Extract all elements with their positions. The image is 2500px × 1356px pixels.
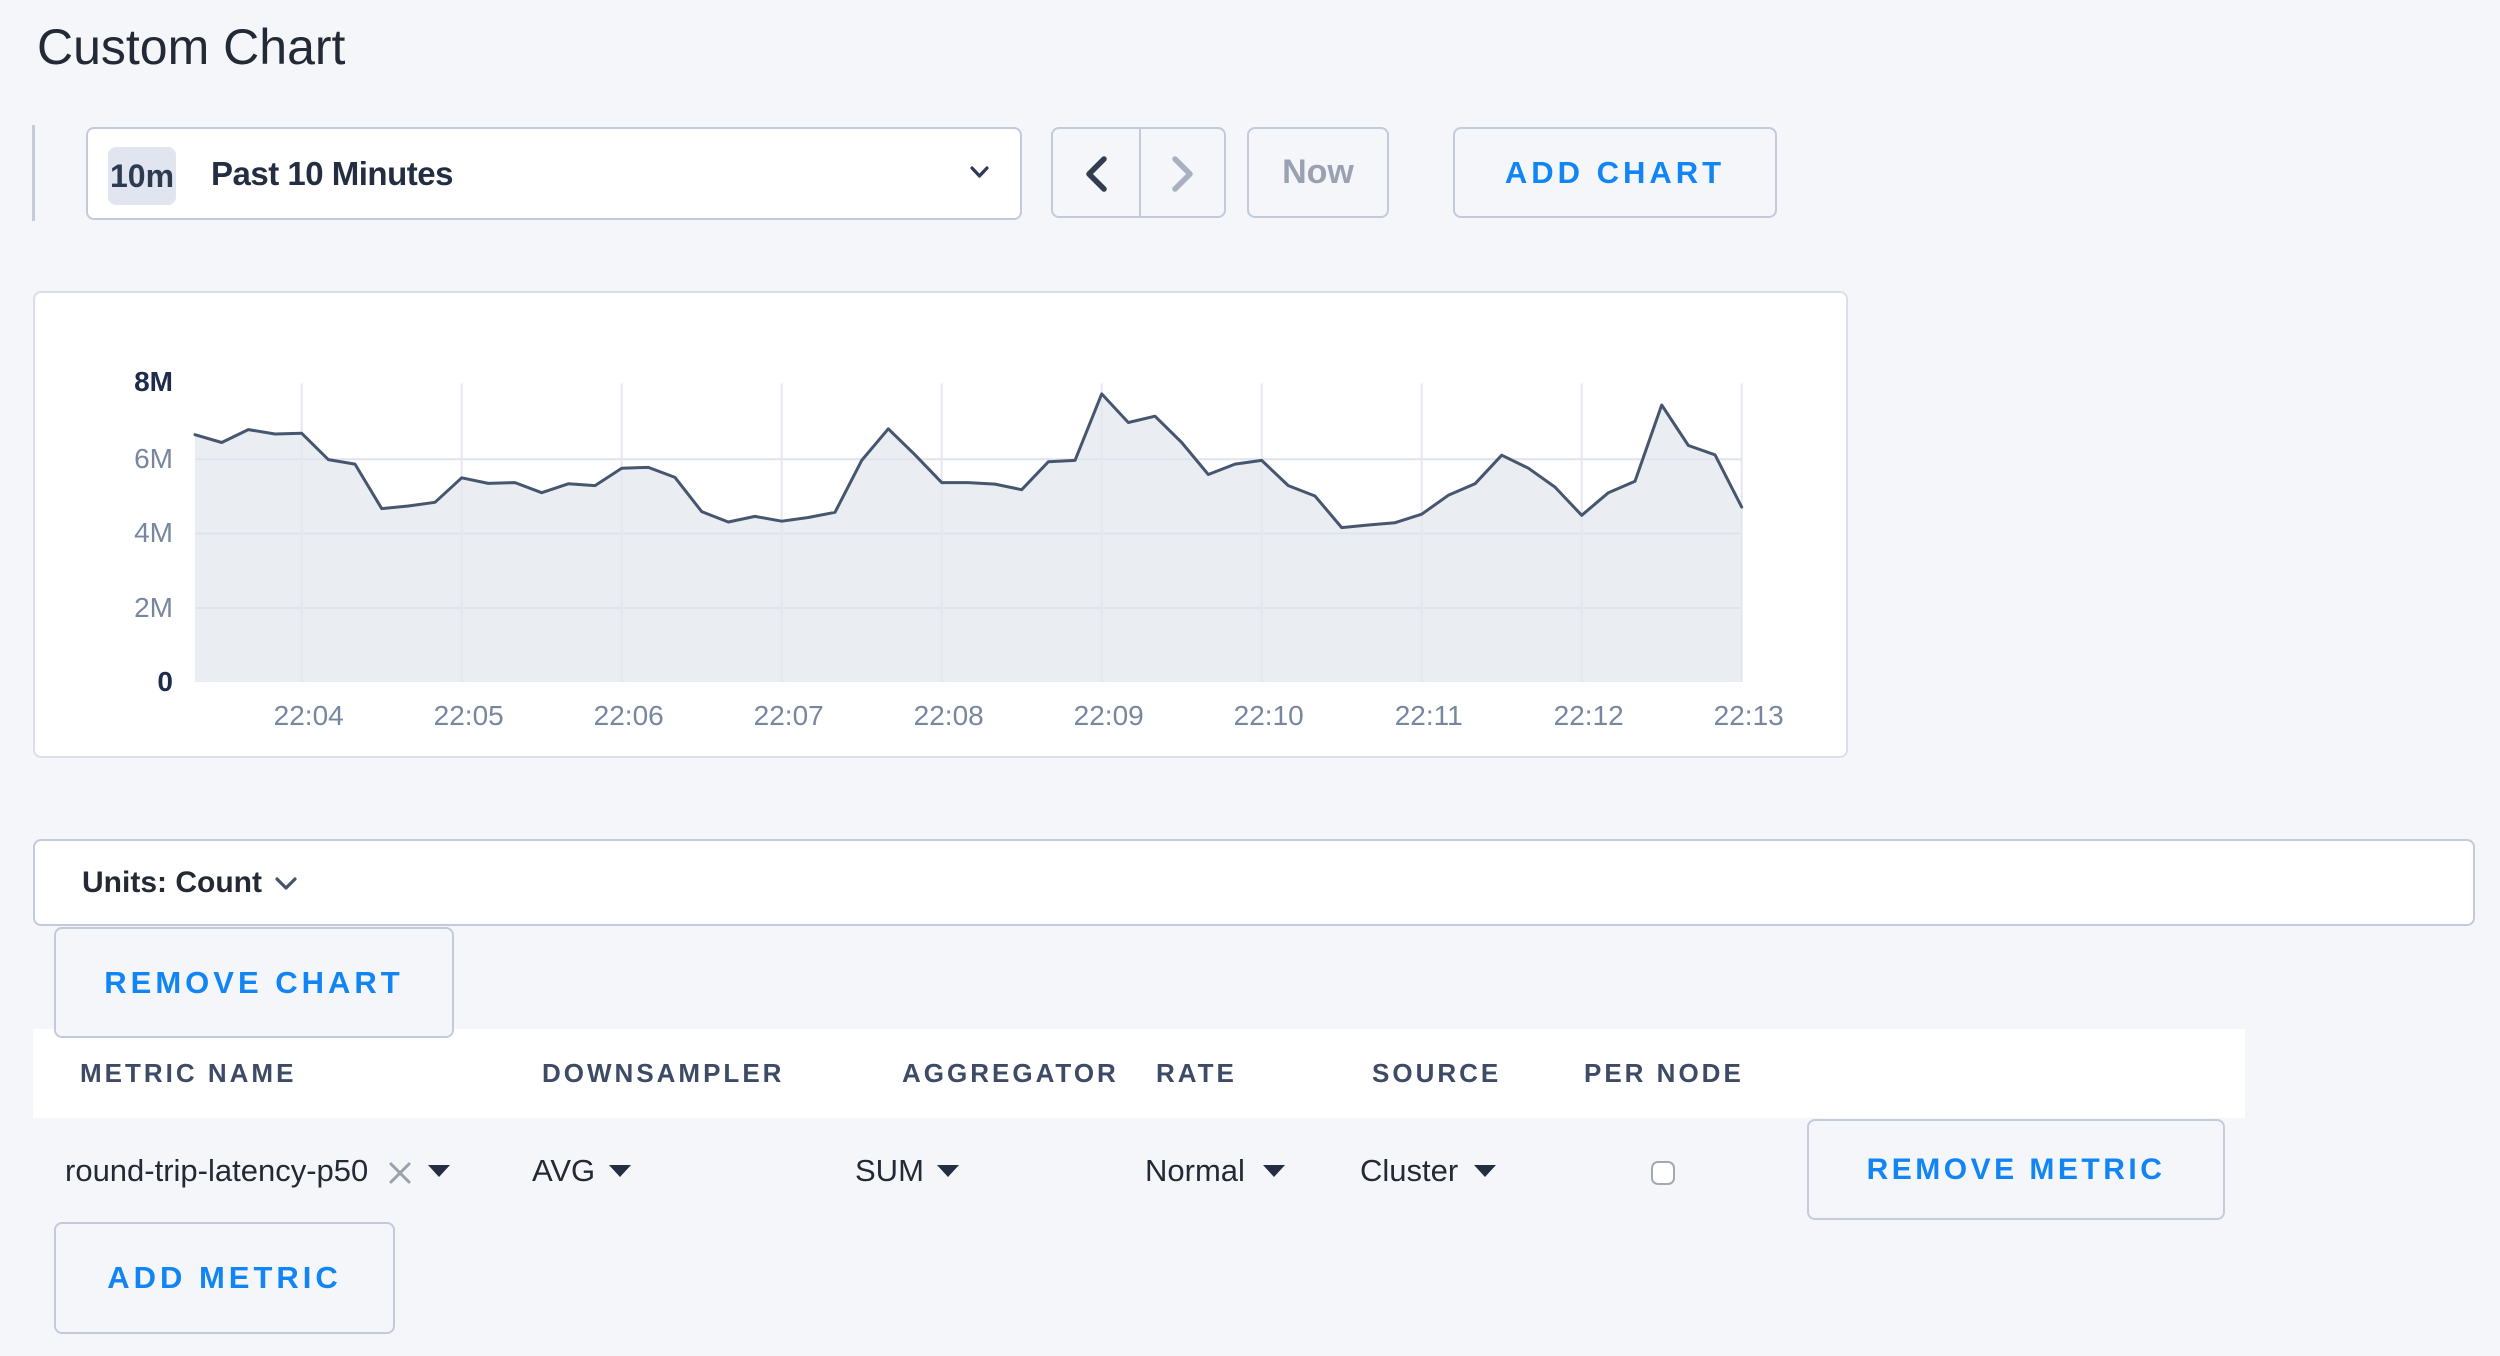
svg-text:6M: 6M [134,443,173,474]
svg-text:8M: 8M [134,366,173,397]
svg-text:22:05: 22:05 [434,700,504,731]
svg-text:22:06: 22:06 [594,700,664,731]
svg-text:22:08: 22:08 [914,700,984,731]
svg-text:0: 0 [157,666,173,697]
svg-text:22:11: 22:11 [1395,700,1463,731]
svg-text:2M: 2M [134,592,173,623]
svg-text:22:10: 22:10 [1234,700,1304,731]
svg-text:22:07: 22:07 [754,700,824,731]
svg-text:22:12: 22:12 [1554,700,1624,731]
svg-text:22:09: 22:09 [1074,700,1144,731]
svg-text:22:04: 22:04 [274,700,344,731]
svg-text:22:13: 22:13 [1714,700,1784,731]
svg-text:4M: 4M [134,517,173,548]
